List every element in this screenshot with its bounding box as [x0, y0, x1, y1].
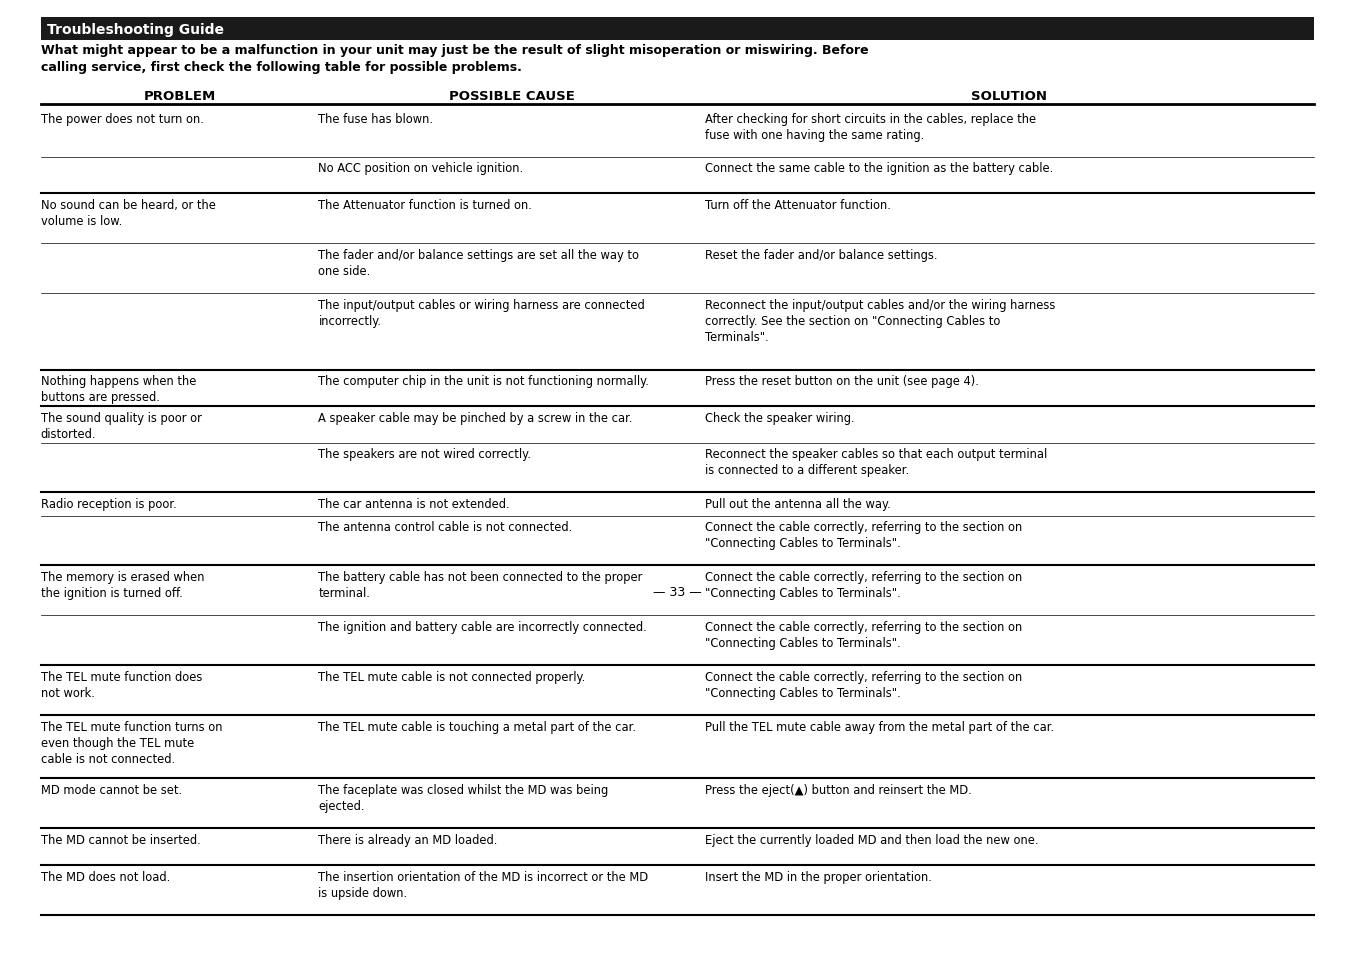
Text: The sound quality is poor or
distorted.: The sound quality is poor or distorted. [41, 412, 202, 440]
Text: The TEL mute cable is touching a metal part of the car.: The TEL mute cable is touching a metal p… [318, 720, 637, 733]
Text: Press the eject(▲) button and reinsert the MD.: Press the eject(▲) button and reinsert t… [705, 783, 972, 797]
Text: After checking for short circuits in the cables, replace the
fuse with one havin: After checking for short circuits in the… [705, 112, 1035, 141]
Text: The TEL mute function does
not work.: The TEL mute function does not work. [41, 670, 202, 700]
Text: — 33 —: — 33 — [653, 586, 702, 598]
Text: Turn off the Attenuator function.: Turn off the Attenuator function. [705, 199, 890, 212]
Text: Press the reset button on the unit (see page 4).: Press the reset button on the unit (see … [705, 375, 978, 388]
Text: Check the speaker wiring.: Check the speaker wiring. [705, 412, 854, 424]
Text: The TEL mute function turns on
even though the TEL mute
cable is not connected.: The TEL mute function turns on even thou… [41, 720, 222, 765]
Text: Eject the currently loaded MD and then load the new one.: Eject the currently loaded MD and then l… [705, 833, 1038, 846]
Text: The computer chip in the unit is not functioning normally.: The computer chip in the unit is not fun… [318, 375, 649, 388]
FancyBboxPatch shape [41, 18, 1314, 41]
Text: The battery cable has not been connected to the proper
terminal.: The battery cable has not been connected… [318, 571, 642, 599]
Text: Reset the fader and/or balance settings.: Reset the fader and/or balance settings. [705, 249, 938, 261]
Text: The MD cannot be inserted.: The MD cannot be inserted. [41, 833, 201, 846]
Text: The antenna control cable is not connected.: The antenna control cable is not connect… [318, 521, 573, 534]
Text: Radio reception is poor.: Radio reception is poor. [41, 497, 176, 511]
Text: SOLUTION: SOLUTION [972, 90, 1047, 103]
Text: There is already an MD loaded.: There is already an MD loaded. [318, 833, 497, 846]
Text: Nothing happens when the
buttons are pressed.: Nothing happens when the buttons are pre… [41, 375, 196, 404]
Text: The fader and/or balance settings are set all the way to
one side.: The fader and/or balance settings are se… [318, 249, 640, 277]
Text: The Attenuator function is turned on.: The Attenuator function is turned on. [318, 199, 533, 212]
Text: PROBLEM: PROBLEM [144, 90, 215, 103]
Text: The memory is erased when
the ignition is turned off.: The memory is erased when the ignition i… [41, 571, 205, 599]
Text: Connect the cable correctly, referring to the section on
"Connecting Cables to T: Connect the cable correctly, referring t… [705, 521, 1022, 550]
Text: Pull the TEL mute cable away from the metal part of the car.: Pull the TEL mute cable away from the me… [705, 720, 1054, 733]
Text: The speakers are not wired correctly.: The speakers are not wired correctly. [318, 448, 531, 461]
Text: The input/output cables or wiring harness are connected
incorrectly.: The input/output cables or wiring harnes… [318, 298, 645, 328]
Text: No sound can be heard, or the
volume is low.: No sound can be heard, or the volume is … [41, 199, 215, 228]
Text: Insert the MD in the proper orientation.: Insert the MD in the proper orientation. [705, 870, 931, 882]
Text: The ignition and battery cable are incorrectly connected.: The ignition and battery cable are incor… [318, 620, 648, 634]
Text: Reconnect the input/output cables and/or the wiring harness
correctly. See the s: Reconnect the input/output cables and/or… [705, 298, 1056, 343]
Text: Reconnect the speaker cables so that each output terminal
is connected to a diff: Reconnect the speaker cables so that eac… [705, 448, 1047, 476]
Text: A speaker cable may be pinched by a screw in the car.: A speaker cable may be pinched by a scre… [318, 412, 633, 424]
Text: POSSIBLE CAUSE: POSSIBLE CAUSE [449, 90, 575, 103]
Text: Connect the same cable to the ignition as the battery cable.: Connect the same cable to the ignition a… [705, 162, 1053, 175]
Text: The TEL mute cable is not connected properly.: The TEL mute cable is not connected prop… [318, 670, 585, 683]
Text: Connect the cable correctly, referring to the section on
"Connecting Cables to T: Connect the cable correctly, referring t… [705, 571, 1022, 599]
Text: Troubleshooting Guide: Troubleshooting Guide [47, 23, 225, 37]
Text: The fuse has blown.: The fuse has blown. [318, 112, 434, 126]
Text: Pull out the antenna all the way.: Pull out the antenna all the way. [705, 497, 890, 511]
Text: The MD does not load.: The MD does not load. [41, 870, 169, 882]
Text: Connect the cable correctly, referring to the section on
"Connecting Cables to T: Connect the cable correctly, referring t… [705, 670, 1022, 700]
Text: Connect the cable correctly, referring to the section on
"Connecting Cables to T: Connect the cable correctly, referring t… [705, 620, 1022, 650]
Text: The power does not turn on.: The power does not turn on. [41, 112, 203, 126]
Text: The faceplate was closed whilst the MD was being
ejected.: The faceplate was closed whilst the MD w… [318, 783, 608, 812]
Text: The insertion orientation of the MD is incorrect or the MD
is upside down.: The insertion orientation of the MD is i… [318, 870, 649, 899]
Text: The car antenna is not extended.: The car antenna is not extended. [318, 497, 509, 511]
Text: What might appear to be a malfunction in your unit may just be the result of sli: What might appear to be a malfunction in… [41, 45, 869, 74]
Text: No ACC position on vehicle ignition.: No ACC position on vehicle ignition. [318, 162, 523, 175]
Text: MD mode cannot be set.: MD mode cannot be set. [41, 783, 182, 797]
